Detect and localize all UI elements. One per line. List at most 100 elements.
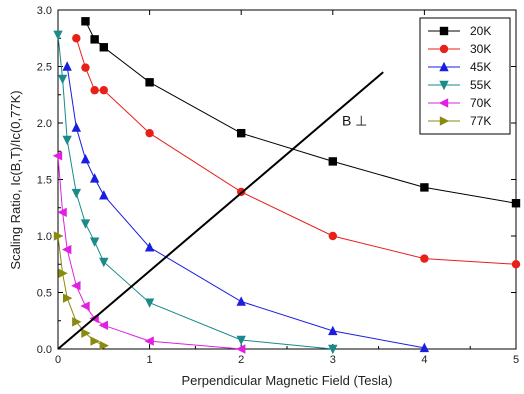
data-point: [71, 122, 82, 132]
data-point: [237, 128, 246, 138]
legend-item-77K: 77K: [428, 114, 491, 128]
data-point: [511, 199, 521, 208]
x-tick-label: 2: [238, 354, 244, 366]
data-point: [80, 153, 91, 164]
data-point: [71, 188, 82, 199]
x-tick-label: 4: [421, 354, 427, 366]
data-point: [71, 281, 81, 291]
legend-label: 70K: [470, 96, 491, 110]
legend: 20K 30K 45K 55K 70K 77K: [419, 17, 511, 135]
legend-label: 77K: [470, 114, 491, 128]
series-line: [57, 155, 242, 350]
series-55K: [53, 30, 338, 355]
y-tick-label: 0.5: [37, 288, 52, 300]
series-layer: [52, 17, 521, 355]
data-point: [419, 342, 430, 353]
series-line: [57, 34, 333, 350]
data-point: [61, 244, 72, 255]
field-direction-line: [57, 71, 384, 350]
data-point: [80, 301, 90, 311]
legend-marker: [439, 44, 449, 54]
data-point: [52, 151, 63, 161]
y-tick-label: 2.5: [37, 62, 52, 74]
data-point: [90, 336, 100, 346]
y-tick-label: 3.0: [37, 5, 52, 17]
data-point: [72, 34, 81, 43]
data-point: [89, 237, 100, 247]
legend-item-70K: 70K: [428, 96, 491, 110]
legend-item-20K: 20K: [428, 24, 491, 38]
y-tick-label: 2.0: [37, 118, 52, 130]
data-point: [81, 17, 90, 26]
data-point: [236, 296, 246, 306]
data-point: [420, 254, 429, 263]
data-point: [328, 325, 338, 336]
legend-marker: [439, 80, 449, 91]
data-point: [89, 173, 100, 183]
data-point: [62, 293, 73, 303]
data-point: [236, 344, 246, 354]
y-tick-label: 1.5: [37, 175, 52, 187]
x-axis-ticks: 0 1 2 3 4 5: [55, 10, 519, 366]
y-tick-label: 1.0: [37, 231, 52, 243]
series-70K: [52, 151, 246, 354]
y-axis-title: Scaling Ratio, Ic(B,T)/Ic(0,77K): [8, 90, 23, 269]
series-30K: [72, 34, 521, 269]
annotation-layer: B ⊥: [342, 112, 367, 128]
legend-item-30K: 30K: [428, 42, 491, 56]
data-point: [98, 320, 108, 330]
data-point: [57, 207, 67, 217]
data-point: [145, 128, 154, 138]
data-point: [145, 78, 154, 87]
data-point: [62, 61, 72, 71]
reference-line-layer: [57, 71, 384, 350]
series-20K: [81, 17, 521, 208]
legend-marker: [439, 116, 450, 126]
legend-label: 30K: [470, 42, 491, 56]
legend-label: 20K: [470, 24, 491, 38]
data-point: [81, 328, 91, 338]
data-point: [420, 183, 429, 192]
data-point: [53, 231, 64, 241]
data-point: [328, 344, 338, 355]
data-point: [53, 30, 63, 41]
legend-item-55K: 55K: [428, 78, 491, 92]
data-point: [99, 257, 109, 268]
data-point: [99, 43, 108, 52]
x-tick-label: 0: [55, 354, 61, 366]
data-point: [81, 63, 90, 72]
data-point: [57, 74, 68, 85]
data-point: [99, 340, 109, 351]
data-point: [72, 317, 82, 327]
data-point: [511, 260, 521, 269]
data-point: [99, 86, 109, 95]
x-axis-title: Perpendicular Magnetic Field (Tesla): [182, 373, 393, 388]
legend-marker: [439, 61, 449, 72]
series-45K: [62, 61, 430, 353]
y-tick-label: 0.0: [37, 344, 52, 356]
legend-marker: [439, 26, 449, 36]
legend-box: [419, 17, 511, 135]
legend-item-45K: 45K: [428, 60, 491, 74]
legend-marker: [438, 98, 449, 108]
series-77K: [53, 231, 109, 351]
data-point: [236, 335, 246, 346]
data-point: [144, 298, 155, 308]
data-point: [144, 336, 154, 346]
data-point: [58, 268, 68, 278]
data-point: [90, 86, 99, 95]
x-tick-label: 3: [330, 354, 336, 366]
legend-label: 45K: [470, 60, 491, 74]
legend-label: 55K: [470, 78, 491, 92]
x-tick-label: 1: [147, 354, 153, 366]
data-point: [99, 190, 109, 200]
annotation-label: B ⊥: [342, 112, 367, 128]
data-point: [90, 35, 99, 44]
y-axis-ticks: 0.0 0.5 1.0 1.5 2.0 2.5 3.0: [37, 5, 516, 356]
data-point: [328, 157, 337, 166]
data-point: [328, 231, 337, 241]
data-point: [80, 219, 91, 229]
data-point: [144, 242, 155, 252]
data-point: [62, 135, 72, 146]
